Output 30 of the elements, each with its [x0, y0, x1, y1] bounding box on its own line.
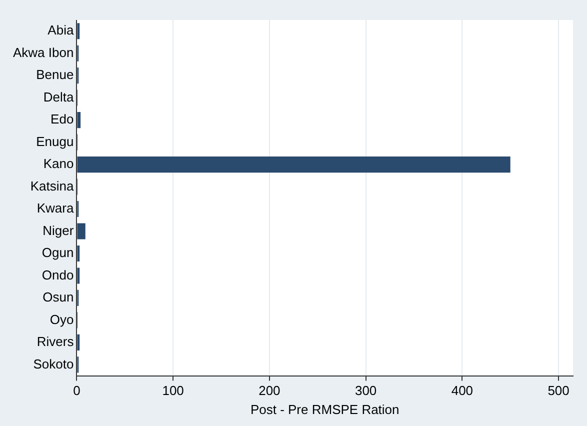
y-tick-label: Ondo [42, 267, 74, 282]
y-tick-label: Abia [48, 22, 74, 38]
x-tick-label: 0 [73, 383, 80, 398]
x-tick-label: 300 [354, 383, 377, 398]
y-tick-label: Kano [43, 156, 74, 172]
y-tick-label: Osun [42, 290, 74, 305]
y-tick-label: Enugu [36, 134, 74, 149]
y-tick-label: Edo [50, 112, 74, 127]
y-tick-label: Benue [36, 67, 74, 82]
bar [77, 112, 81, 128]
bar [77, 23, 80, 40]
bar [77, 245, 80, 262]
x-axis-title: Post - Pre RMSPE Ration [250, 402, 400, 417]
x-tick-label: 400 [451, 383, 474, 398]
y-tick-label: Katsina [30, 178, 74, 194]
y-tick-label: Rivers [36, 334, 74, 350]
bar [77, 156, 510, 173]
y-tick-label: Sokoto [33, 356, 74, 372]
x-tick-label: 100 [162, 383, 184, 398]
y-tick-label: Ogun [42, 245, 74, 260]
y-tick-label: Oyo [50, 312, 74, 327]
bar [77, 223, 86, 240]
y-tick-label: Niger [42, 222, 74, 238]
bar [77, 268, 80, 284]
bar [77, 334, 80, 350]
x-tick-label: 200 [258, 383, 280, 398]
y-tick-label: Akwa Ibon [13, 44, 74, 60]
y-tick-label: Kwara [36, 200, 74, 216]
y-tick-label: Delta [43, 89, 74, 104]
x-tick-label: 500 [548, 383, 570, 398]
